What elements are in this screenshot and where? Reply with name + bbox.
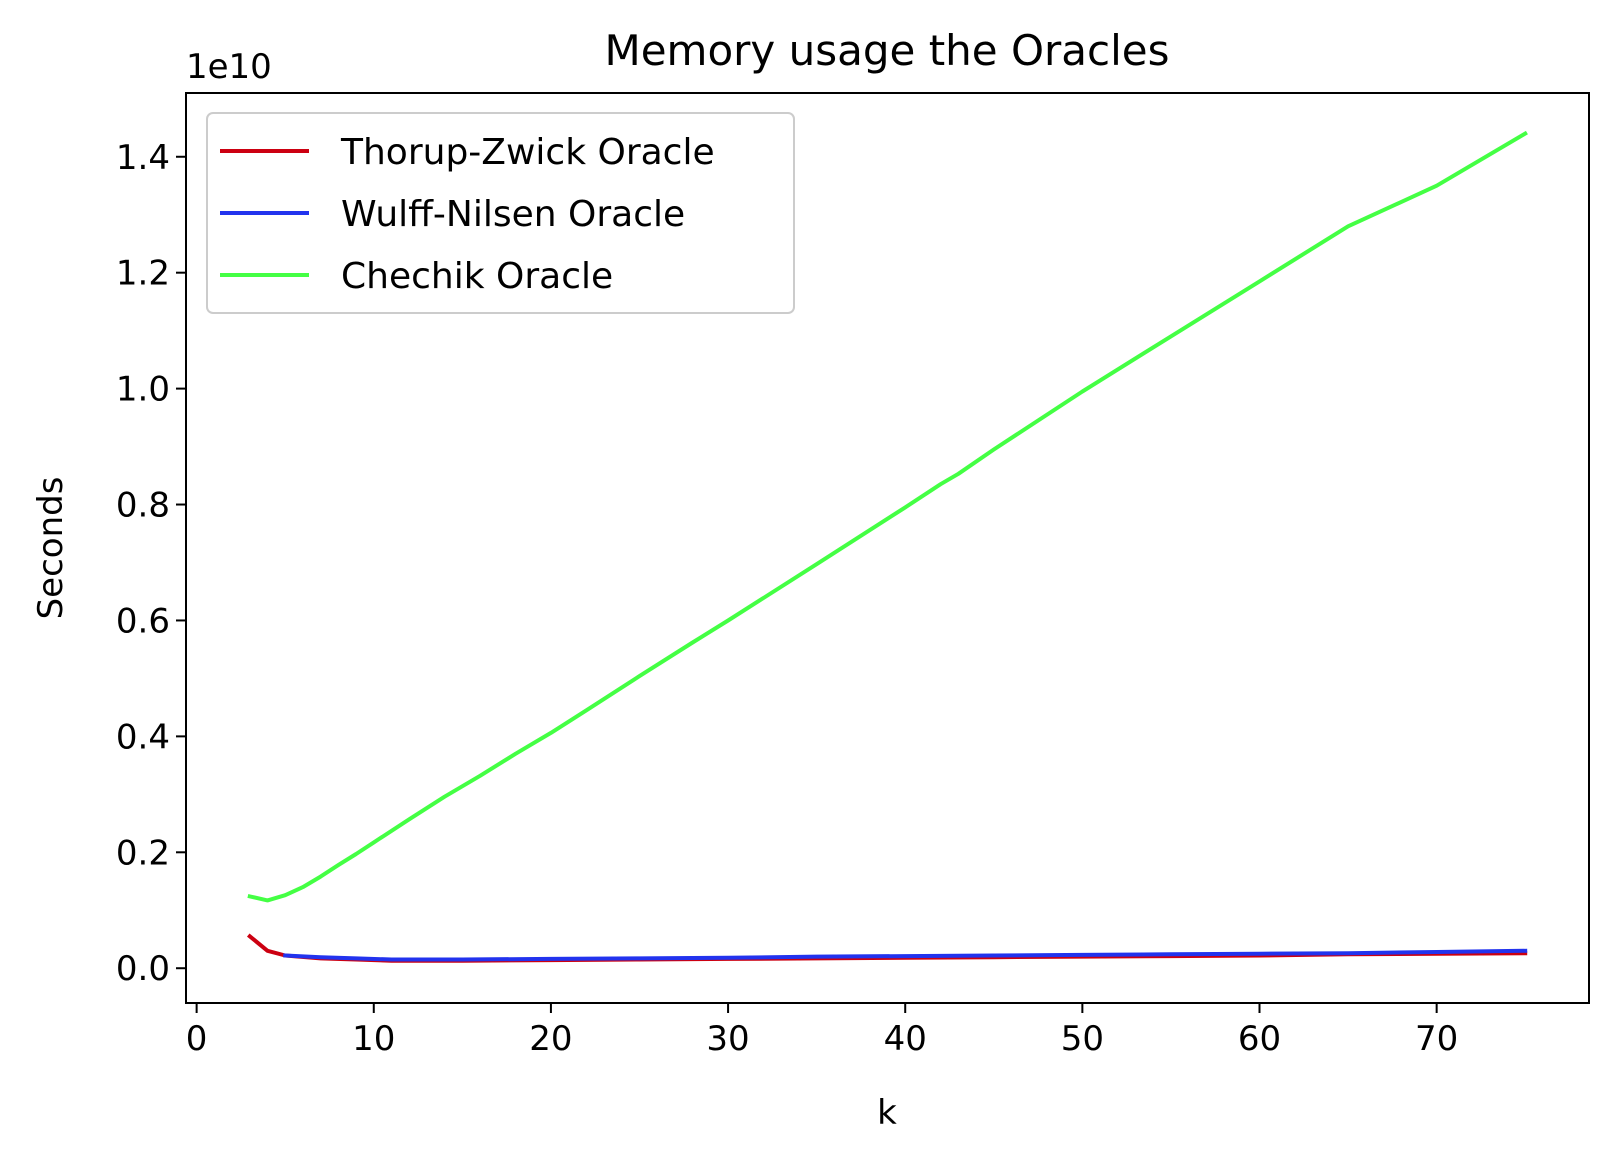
x-axis: 0 10 20 30 40 50 60 70 — [186, 1003, 1458, 1059]
y-tick-label: 0.2 — [116, 833, 170, 873]
y-tick-label: 1.0 — [116, 370, 170, 410]
y-tick-label: 0.6 — [116, 601, 170, 641]
legend-label-0: Thorup-Zwick Oracle — [340, 132, 715, 173]
y-axis: 0.0 0.2 0.4 0.6 0.8 1.0 1.2 1.4 — [116, 138, 186, 989]
legend-label-1: Wulff-Nilsen Oracle — [341, 194, 685, 235]
x-tick-label: 0 — [186, 1019, 208, 1059]
x-tick-label: 50 — [1061, 1019, 1104, 1059]
x-tick-label: 30 — [706, 1019, 749, 1059]
legend-label-2: Chechik Oracle — [341, 256, 613, 297]
x-tick-label: 40 — [884, 1019, 927, 1059]
x-tick-label: 20 — [529, 1019, 572, 1059]
y-tick-label: 1.2 — [116, 254, 170, 294]
x-tick-label: 10 — [352, 1019, 395, 1059]
series-line-2 — [247, 130, 1528, 903]
y-tick-label: 0.4 — [116, 717, 170, 757]
y-offset-label: 1e10 — [186, 47, 272, 87]
plot-lines — [246, 130, 1528, 963]
legend-box — [206, 112, 795, 314]
y-axis-label: Seconds — [31, 477, 71, 620]
x-tick-label: 70 — [1415, 1019, 1458, 1059]
chart-title: Memory usage the Oracles — [604, 26, 1169, 75]
y-tick-label: 1.4 — [116, 138, 170, 178]
y-tick-label: 0.0 — [116, 949, 170, 989]
series-line-1 — [283, 948, 1528, 962]
y-tick-label: 0.8 — [116, 486, 170, 526]
x-tick-label: 60 — [1238, 1019, 1281, 1059]
x-axis-label: k — [877, 1093, 897, 1133]
plot-frame — [185, 92, 1590, 1004]
legend: Thorup-Zwick Oracle Wulff-Nilsen Oracle Ch… — [206, 112, 795, 314]
